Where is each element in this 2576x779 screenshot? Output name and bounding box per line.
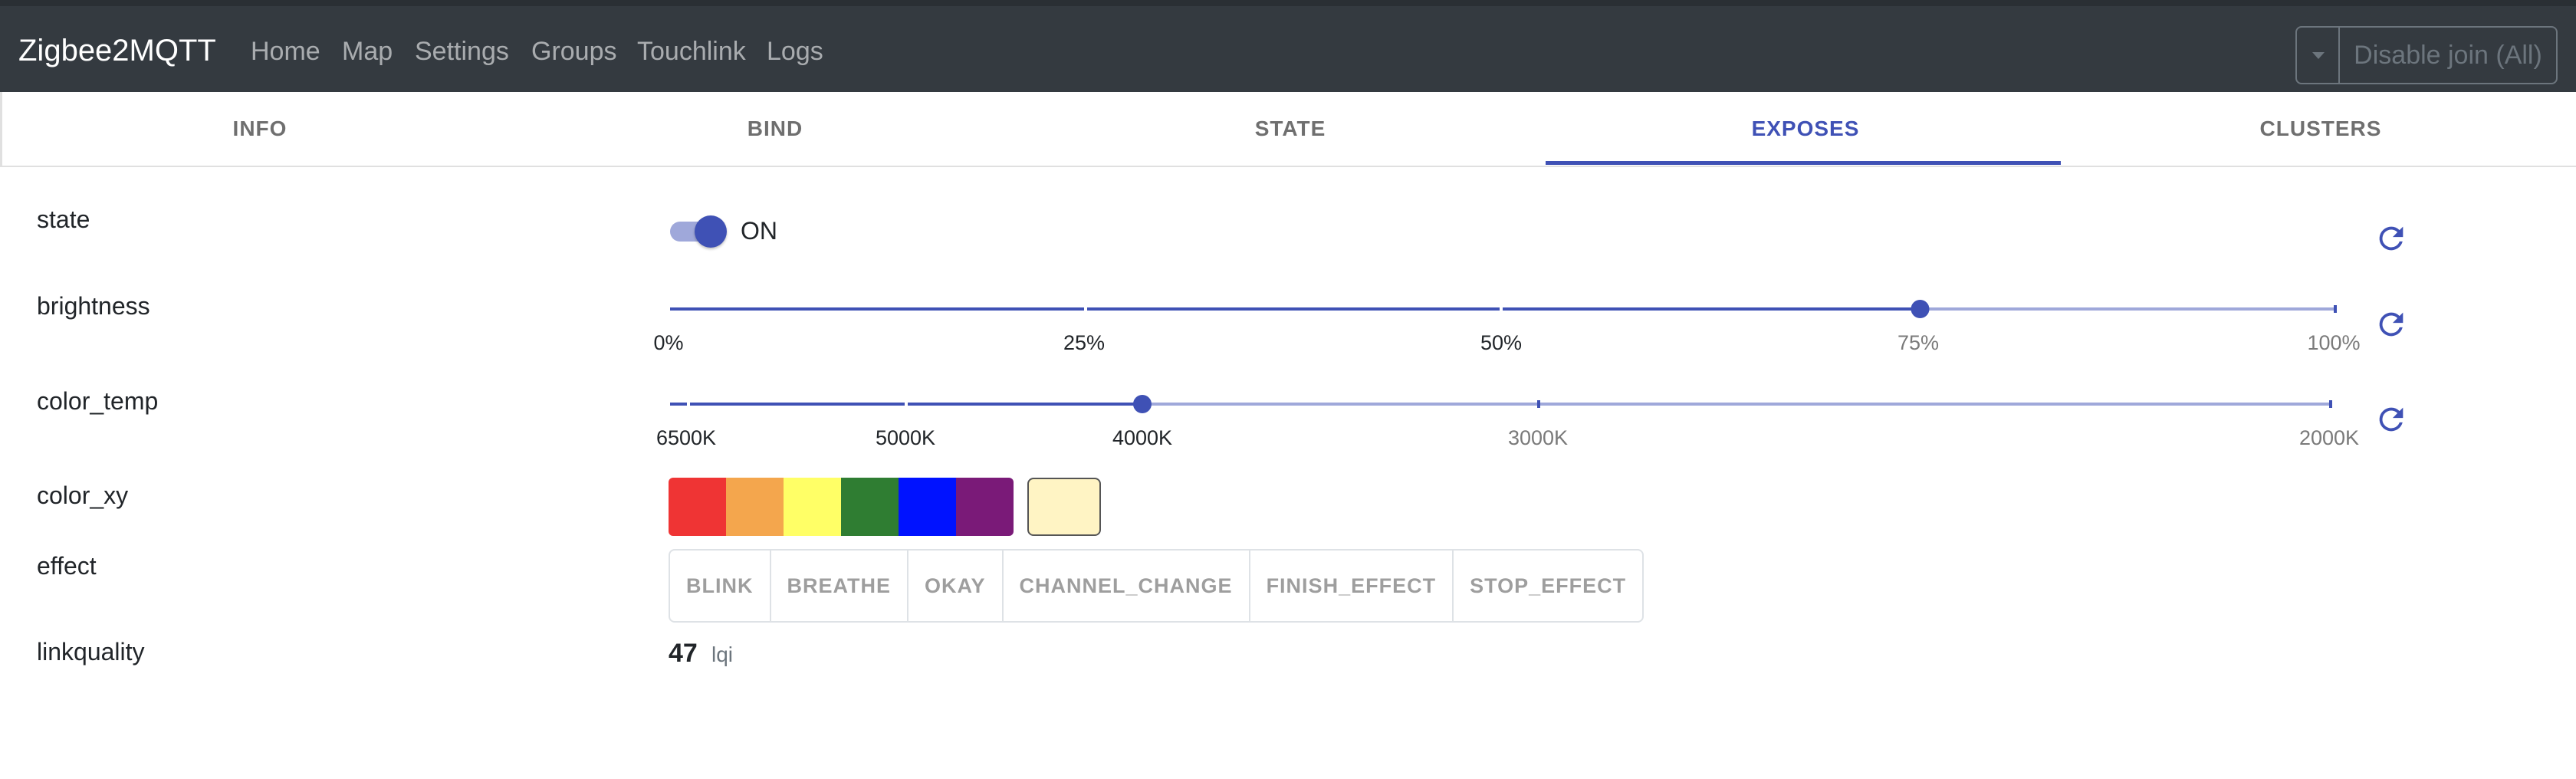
state-value: ON (741, 217, 777, 245)
brightness-label: brightness (37, 292, 150, 320)
current-color-picker[interactable] (1027, 478, 1101, 536)
refresh-icon[interactable] (2374, 307, 2409, 342)
effect-breathe-button[interactable]: BREATHE (771, 551, 909, 621)
brightness-mark (2334, 305, 2337, 313)
brightness-mark (1500, 305, 1503, 313)
nav-touchlink[interactable]: Touchlink (637, 37, 746, 66)
permit-join-group: Disable join (All) (2295, 26, 2558, 84)
nav-logs[interactable]: Logs (767, 37, 823, 66)
linkquality-value: 47 (669, 639, 698, 668)
color-temp-mark-label: 6500K (656, 426, 717, 449)
color-preset-swatch[interactable] (669, 478, 726, 536)
color-preset-swatch[interactable] (841, 478, 899, 536)
join-dropdown-toggle[interactable] (2297, 28, 2340, 83)
color-temp-label: color_temp (37, 387, 159, 415)
color-preset-swatch[interactable] (726, 478, 784, 536)
brightness-mark-label: 100% (2307, 331, 2361, 354)
color-temp-mark (687, 400, 690, 408)
refresh-icon[interactable] (2374, 221, 2409, 256)
device-tabs: INFO BIND STATE EXPOSES CLUSTERS (0, 92, 2576, 167)
disable-join-button[interactable]: Disable join (All) (2354, 41, 2542, 70)
nav-groups[interactable]: Groups (531, 37, 617, 66)
linkquality-unit: lqi (711, 643, 734, 666)
tab-clusters[interactable]: CLUSTERS (2259, 117, 2382, 140)
tab-info[interactable]: INFO (232, 117, 288, 140)
state-label: state (37, 205, 90, 233)
color-temp-mark (905, 400, 908, 408)
brightness-mark-label: 25% (1063, 331, 1106, 354)
brightness-mark-label: 50% (1480, 331, 1523, 354)
state-switch[interactable] (695, 215, 727, 248)
color-preset-swatch[interactable] (784, 478, 841, 536)
nav-settings[interactable]: Settings (415, 37, 509, 66)
effect-stop-effect-button[interactable]: STOP_EFFECT (1470, 574, 1627, 597)
color-temp-mark-label: 3000K (1507, 426, 1569, 449)
brightness-mark-label: 0% (653, 331, 684, 354)
refresh-icon[interactable] (2374, 402, 2409, 437)
tab-bind[interactable]: BIND (747, 117, 803, 140)
color-presets (669, 478, 1014, 536)
color-temp-mark-label: 4000K (1112, 426, 1173, 449)
brand-logo[interactable]: Zigbee2MQTT (18, 34, 216, 67)
linkquality-label: linkquality (37, 638, 145, 666)
color-temp-mark-label: 5000K (875, 426, 936, 449)
color-preset-swatch[interactable] (899, 478, 956, 536)
effect-label: effect (37, 552, 97, 580)
color-xy-label: color_xy (37, 482, 129, 509)
effect-finish-effect-button[interactable]: FINISH_EFFECT (1250, 551, 1454, 621)
color-temp-mark (2329, 400, 2332, 408)
active-tab-indicator (1546, 161, 2061, 165)
effect-channel-change-button[interactable]: CHANNEL_CHANGE (1004, 551, 1250, 621)
color-temp-mark (1537, 400, 1540, 408)
brightness-mark-label: 75% (1897, 331, 1940, 354)
effect-button-group: BLINK BREATHE OKAY CHANNEL_CHANGE FINISH… (669, 549, 1644, 623)
effect-blink-button[interactable]: BLINK (670, 551, 771, 621)
nav-home[interactable]: Home (251, 37, 320, 66)
color-temp-mark-label: 2000K (2298, 426, 2360, 449)
top-navbar: Zigbee2MQTT Home Map Settings Groups Tou… (0, 0, 2576, 92)
brightness-mark (1084, 305, 1087, 313)
color-temp-thumb[interactable] (1133, 395, 1152, 413)
tab-exposes[interactable]: EXPOSES (1751, 117, 1860, 140)
color-preset-swatch[interactable] (956, 478, 1014, 536)
nav-map[interactable]: Map (342, 37, 393, 66)
brightness-thumb[interactable] (1911, 300, 1930, 318)
tab-state[interactable]: STATE (1254, 117, 1326, 140)
effect-okay-button[interactable]: OKAY (909, 551, 1004, 621)
